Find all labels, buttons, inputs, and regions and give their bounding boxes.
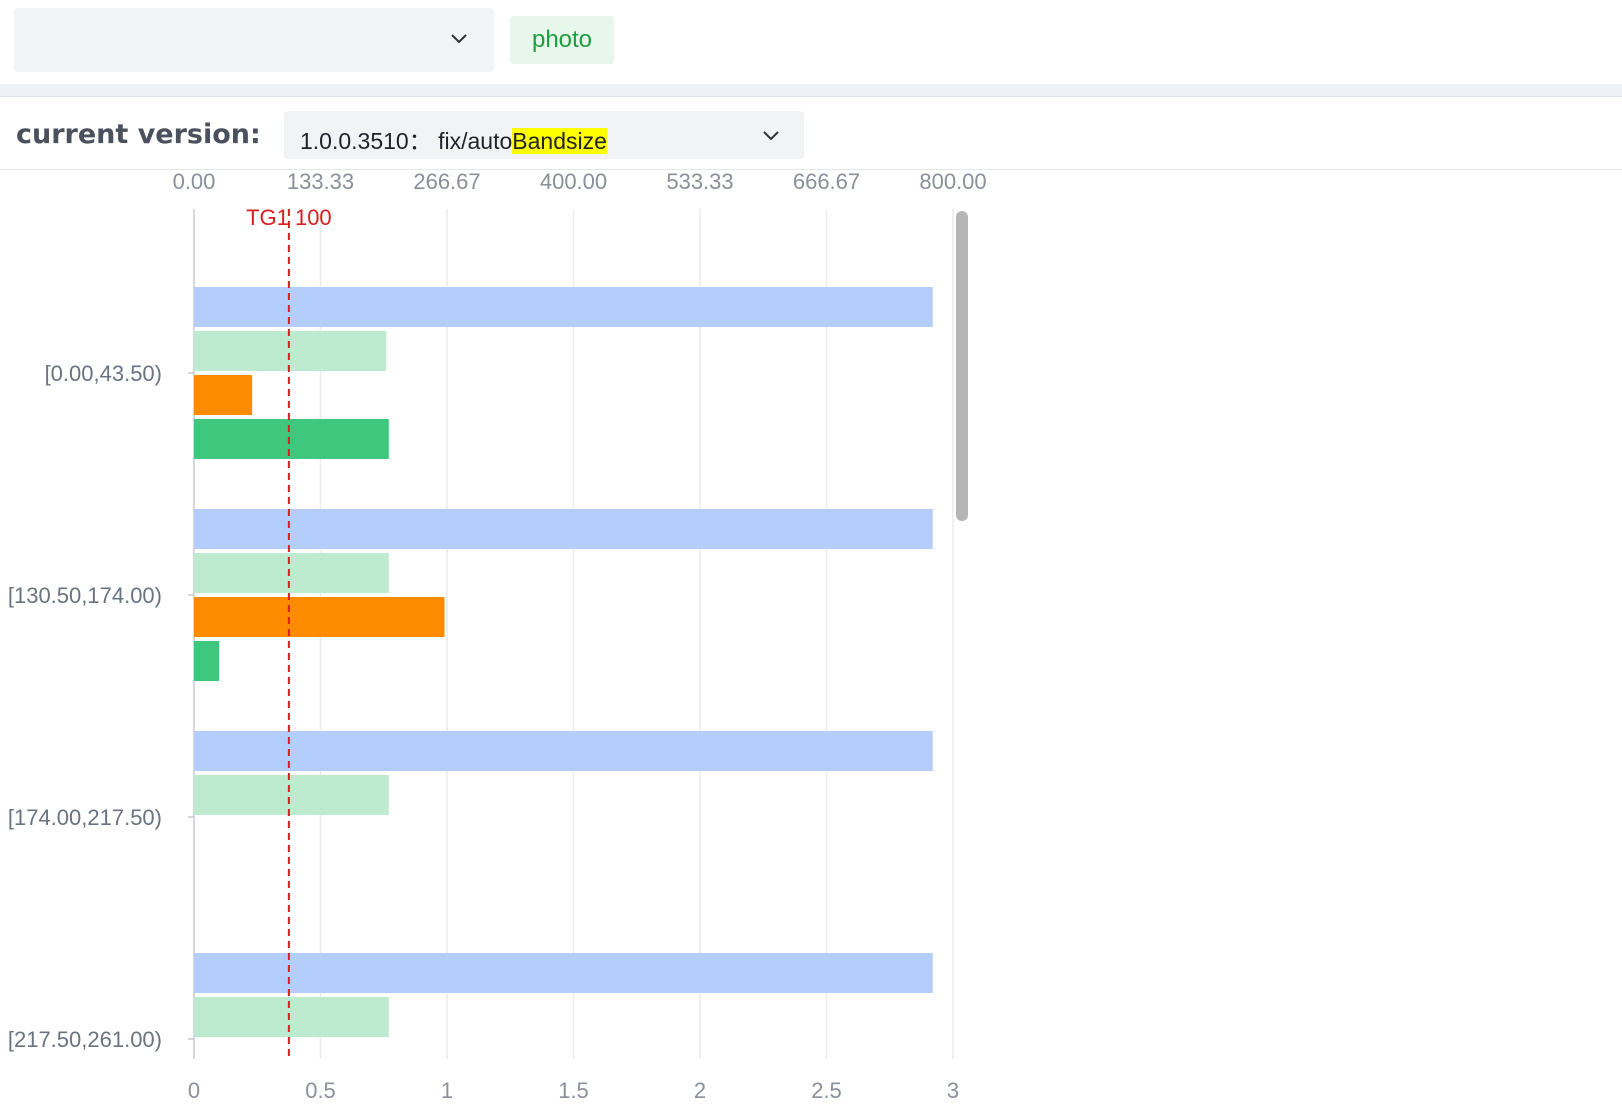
version-value-highlight: Bandsize xyxy=(512,128,607,154)
bar-series-3 xyxy=(194,375,253,415)
bar-series-2 xyxy=(194,553,389,593)
x-tick-label-top: 800.00 xyxy=(919,169,986,194)
bar-series-1 xyxy=(194,953,933,993)
x-tick-label-bottom: 3 xyxy=(947,1078,959,1103)
chevron-down-icon xyxy=(451,34,467,44)
x-tick-label-top: 133.33 xyxy=(287,169,354,194)
bar-chart: 0 0.5 1 1.5 2 2.5 3 0.00 133.33 266.67 400.00 533.3… xyxy=(8,169,987,1103)
photo-tag[interactable]: photo xyxy=(510,16,614,64)
x-tick-label-top: 400.00 xyxy=(540,169,607,194)
x-tick-label-bottom: 1 xyxy=(441,1078,453,1103)
bar-series-3 xyxy=(194,597,445,637)
x-tick-label-bottom: 0 xyxy=(188,1078,200,1103)
x-tick-label-bottom: 2 xyxy=(694,1078,706,1103)
bar-series-1 xyxy=(194,287,933,327)
bar-series-4 xyxy=(194,419,389,459)
x-tick-label-top: 266.67 xyxy=(413,169,480,194)
x-tick-label-bottom: 2.5 xyxy=(811,1078,842,1103)
x-tick-label-top: 0.00 xyxy=(173,169,216,194)
current-version-label: current version: xyxy=(16,119,261,150)
filter-bar: photo xyxy=(0,0,1622,84)
version-value-prefix: 1.0.0.3510： fix/auto xyxy=(300,128,513,154)
bar-series-4 xyxy=(194,641,220,681)
bar-series-2 xyxy=(194,331,387,371)
version-select[interactable]: 1.0.0.3510： fix/autoBandsize xyxy=(284,111,804,159)
x-tick-label-top: 533.33 xyxy=(666,169,733,194)
x-tick-label-top: 666.67 xyxy=(793,169,860,194)
chart-scrollbar[interactable] xyxy=(956,211,968,521)
category-label: [130.50,174.00) xyxy=(8,583,162,608)
x-tick-label-bottom: 1.5 xyxy=(558,1078,589,1103)
section-divider xyxy=(0,84,1622,97)
chevron-down-icon xyxy=(763,131,779,141)
category-label: [0.00,43.50) xyxy=(45,361,162,386)
version-select-value: 1.0.0.3510： fix/autoBandsize xyxy=(300,122,607,156)
dataset-select[interactable] xyxy=(14,8,494,72)
category-label: [217.50,261.00) xyxy=(8,1027,162,1052)
version-bar: current version: 1.0.0.3510： fix/autoBan… xyxy=(0,97,1622,170)
bar-series-2 xyxy=(194,997,389,1037)
bar-series-2 xyxy=(194,775,389,815)
bar-series-1 xyxy=(194,731,933,771)
bar-series-1 xyxy=(194,509,933,549)
category-label: [174.00,217.50) xyxy=(8,805,162,830)
reference-line-label: TG1 100 xyxy=(246,205,332,230)
x-tick-label-bottom: 0.5 xyxy=(305,1078,336,1103)
